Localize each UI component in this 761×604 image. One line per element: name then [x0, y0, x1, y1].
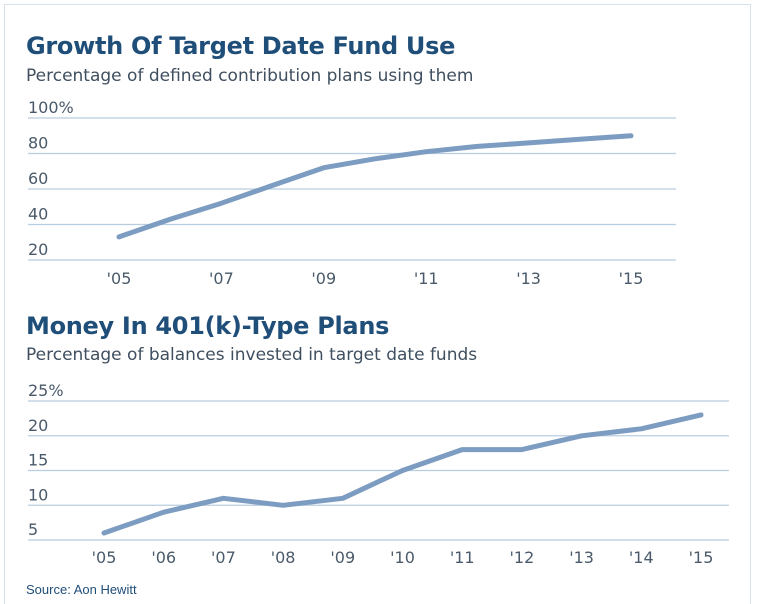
chart-2-data-point — [221, 496, 226, 501]
chart-2-y-tick-label: 25% — [28, 381, 64, 400]
chart-1-y-tick-label: 60 — [28, 169, 48, 188]
chart-2-x-tick-label: '12 — [510, 548, 535, 567]
chart-1-subtitle: Percentage of defined contribution plans… — [26, 66, 474, 86]
chart-1-data-point — [168, 216, 173, 222]
chart-2-data-point — [519, 447, 525, 452]
chart-2-x-tick-label: '13 — [569, 548, 594, 567]
chart-1-data-point — [270, 183, 275, 188]
chart-1-data-point — [116, 234, 122, 240]
chart-1-y-tick-label: 80 — [28, 134, 48, 153]
chart-2-data-point — [460, 447, 465, 452]
chart-1-x-tick-label: '13 — [516, 269, 541, 288]
chart-2-subtitle: Percentage of balances invested in targe… — [26, 345, 478, 365]
chart-1-y-tick-label: 20 — [28, 240, 48, 259]
chart-1-y-tick-label: 40 — [28, 205, 48, 224]
chart-2-x-tick-label: '11 — [450, 548, 475, 567]
chart-1-data-point — [424, 149, 429, 154]
chart-2-title: Money In 401(k)-Type Plans — [26, 312, 390, 340]
chart-1-data-point — [321, 165, 326, 170]
chart-2-x-tick-label: '07 — [211, 548, 236, 567]
chart-2-data-point — [698, 412, 704, 418]
chart-2-x-tick-label: '14 — [629, 548, 654, 567]
chart-2-data-point — [161, 510, 166, 515]
chart-2-y-tick-label: 10 — [28, 485, 48, 504]
chart-frame — [4, 4, 751, 604]
chart-1-x-tick-label: '07 — [209, 269, 234, 288]
chart-2-series-line — [101, 412, 704, 536]
chart-1-x-tick-label: '15 — [619, 269, 644, 288]
chart-2-data-point — [400, 468, 405, 473]
chart-2-x-tick-label: '10 — [390, 548, 415, 567]
chart-2-data-point — [340, 496, 345, 501]
chart-2-x-tick-label: '06 — [151, 548, 176, 567]
chart-2-data-point — [280, 503, 286, 508]
chart-1-x-tick-label: '05 — [107, 269, 132, 288]
chart-1-data-point — [372, 156, 378, 162]
chart-1-data-point — [628, 133, 634, 138]
chart-1-data-point — [577, 137, 582, 142]
chart-2-x-tick-label: '09 — [330, 548, 355, 567]
chart-1-data-point — [219, 201, 224, 206]
chart-2-x-tick-label: '05 — [92, 548, 117, 567]
chart-2-y-tick-label: 5 — [28, 520, 38, 539]
chart-2-data-point — [101, 530, 107, 536]
chart-2-data-point — [639, 426, 644, 431]
chart-1-title: Growth Of Target Date Fund Use — [26, 32, 456, 60]
chart-1-data-point — [475, 144, 480, 149]
chart-1-x-tick-label: '11 — [414, 269, 439, 288]
chart-2-data-point — [579, 433, 584, 438]
chart-2-y-tick-label: 15 — [28, 451, 48, 470]
chart-2-x-tick-label: '08 — [271, 548, 296, 567]
chart-2-x-tick-label: '15 — [689, 548, 714, 567]
chart-1-data-point — [526, 140, 531, 146]
chart-1-x-tick-label: '09 — [311, 269, 336, 288]
source-note: Source: Aon Hewitt — [26, 582, 137, 597]
chart-2-y-tick-label: 20 — [28, 416, 48, 435]
chart-1-series-line — [116, 133, 634, 240]
chart-1-y-tick-label: 100% — [28, 98, 74, 117]
